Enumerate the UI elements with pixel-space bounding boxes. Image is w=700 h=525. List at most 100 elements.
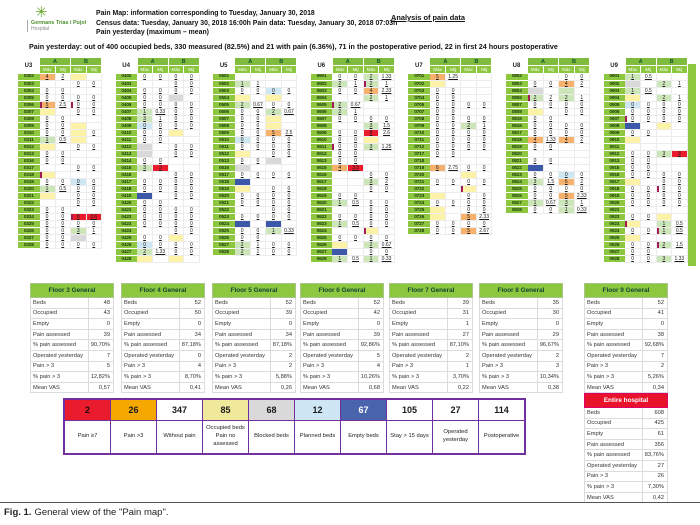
pain-value-link[interactable]: 0 — [631, 186, 634, 192]
pain-value-link[interactable]: 0 — [189, 242, 193, 248]
pain-cell[interactable]: 0 — [332, 234, 349, 242]
pain-value-link[interactable]: 2.33 — [381, 88, 392, 94]
pain-value-link[interactable]: 0 — [143, 130, 146, 136]
pain-cell[interactable]: 0 — [234, 199, 251, 207]
pain-value-link[interactable]: 0 — [482, 137, 486, 143]
pain-cell[interactable]: 0 — [460, 178, 477, 186]
pain-value-link[interactable]: 0 — [76, 186, 80, 192]
pain-value-link[interactable]: 0 — [158, 123, 162, 129]
pain-cell[interactable]: 0 — [152, 157, 169, 165]
pain-value-link[interactable]: 0.33 — [381, 256, 392, 262]
pain-cell[interactable]: 0 — [281, 143, 298, 151]
pain-value-link[interactable]: 0 — [436, 130, 439, 136]
pain-value-link[interactable]: 0 — [61, 228, 65, 234]
pain-cell[interactable]: 0 — [445, 101, 462, 109]
pain-value-link[interactable]: 0 — [240, 144, 244, 150]
pain-value-link[interactable]: 0 — [272, 214, 275, 220]
pain-value-link[interactable]: 3 — [369, 123, 373, 129]
pain-cell[interactable]: 0 — [265, 87, 282, 95]
pain-value-link[interactable]: 1 — [677, 81, 681, 87]
pain-cell[interactable]: 3 — [363, 178, 380, 186]
pain-cell[interactable]: 0 — [332, 150, 349, 158]
pain-value-link[interactable]: 0.5 — [352, 200, 360, 206]
pain-cell[interactable]: 1 — [86, 227, 102, 235]
pain-value-link[interactable]: 0 — [174, 214, 178, 220]
pain-cell[interactable]: 0.67 — [250, 101, 267, 109]
pain-cell[interactable]: 0 — [332, 87, 349, 95]
pain-value-link[interactable]: 0 — [338, 137, 342, 143]
pain-cell[interactable]: 0 — [234, 192, 251, 200]
pain-value-link[interactable]: 5 — [45, 102, 49, 108]
pain-cell[interactable]: 0 — [152, 241, 169, 249]
pain-value-link[interactable]: 1.5 — [547, 179, 555, 185]
pain-value-link[interactable]: 0 — [272, 151, 275, 157]
pain-cell[interactable]: 0 — [656, 192, 673, 200]
pain-cell[interactable]: 0 — [625, 227, 642, 235]
pain-value-link[interactable]: 0 — [287, 137, 291, 143]
pain-cell[interactable]: 0 — [625, 171, 642, 179]
pain-value-link[interactable]: 0 — [533, 116, 537, 122]
pain-value-link[interactable]: 0 — [549, 123, 553, 129]
pain-value-link[interactable]: 0 — [76, 165, 80, 171]
pain-cell[interactable]: 0 — [363, 199, 380, 207]
pain-value-link[interactable]: 0 — [92, 109, 96, 115]
pain-value-link[interactable]: 0 — [61, 151, 65, 157]
pain-value-link[interactable]: 0 — [256, 123, 260, 129]
pain-cell[interactable]: 0 — [152, 136, 169, 144]
pain-value-link[interactable]: 0 — [174, 116, 178, 122]
pain-cell[interactable]: 0 — [429, 122, 446, 130]
pain-cell[interactable]: 1 — [363, 255, 380, 263]
pain-cell[interactable]: 0 — [137, 241, 154, 249]
pain-cell[interactable]: 3 — [671, 150, 688, 158]
pain-value-link[interactable]: 0 — [143, 186, 146, 192]
pain-cell[interactable]: 5 — [429, 73, 446, 81]
pain-value-link[interactable]: 0 — [256, 130, 260, 136]
pain-value-link[interactable]: 0 — [76, 193, 80, 199]
pain-cell[interactable]: 1 — [671, 94, 688, 102]
pain-cell[interactable]: 0 — [363, 115, 380, 123]
pain-cell[interactable]: 0 — [39, 122, 56, 130]
pain-value-link[interactable]: 0 — [61, 158, 65, 164]
pain-cell[interactable]: 0 — [543, 206, 559, 214]
pain-cell[interactable]: 0 — [55, 157, 71, 165]
pain-cell[interactable]: 0 — [281, 248, 298, 256]
pain-cell[interactable]: 0 — [86, 108, 102, 116]
pain-cell[interactable]: 2 — [574, 136, 590, 144]
pain-value-link[interactable]: 0 — [631, 130, 634, 136]
pain-cell[interactable]: 0 — [70, 199, 87, 207]
pain-value-link[interactable]: 0.5 — [59, 137, 67, 143]
pain-cell[interactable]: 0 — [137, 73, 154, 81]
pain-cell[interactable]: 1 — [250, 80, 267, 88]
pain-value-link[interactable]: 0 — [189, 88, 193, 94]
pain-cell[interactable]: 3 — [152, 164, 169, 172]
pain-cell[interactable]: 0 — [152, 185, 169, 193]
pain-value-link[interactable]: 0 — [436, 228, 439, 234]
pain-value-link[interactable]: 0 — [436, 109, 439, 115]
pain-value-link[interactable]: 0 — [482, 102, 486, 108]
pain-value-link[interactable]: 0 — [61, 123, 65, 129]
pain-cell[interactable]: 0 — [55, 227, 71, 235]
pain-cell[interactable]: 1 — [558, 206, 575, 214]
pain-value-link[interactable]: 0 — [631, 228, 634, 234]
pain-cell[interactable]: 0 — [671, 115, 688, 123]
pain-cell[interactable]: 8 — [70, 213, 87, 221]
pain-cell[interactable]: 0 — [445, 129, 462, 137]
pain-cell[interactable]: 0 — [168, 241, 185, 249]
pain-cell[interactable]: 1 — [656, 220, 673, 228]
pain-cell[interactable]: 0 — [527, 101, 544, 109]
pain-value-link[interactable]: 0 — [158, 88, 162, 94]
pain-value-link[interactable]: 0 — [174, 123, 178, 129]
pain-cell[interactable]: 0 — [250, 136, 267, 144]
pain-cell[interactable]: 3 — [656, 150, 673, 158]
pain-value-link[interactable]: 3.6 — [90, 214, 98, 220]
pain-cell[interactable]: 0 — [543, 143, 559, 151]
pain-cell[interactable]: 1.33 — [378, 73, 395, 81]
pain-value-link[interactable]: 0 — [564, 109, 568, 115]
pain-value-link[interactable]: 0 — [92, 144, 96, 150]
pain-cell[interactable]: 0 — [55, 115, 71, 123]
pain-cell[interactable]: 0 — [363, 171, 380, 179]
pain-cell[interactable]: 0 — [527, 192, 544, 200]
pain-cell[interactable]: 0 — [378, 220, 395, 228]
pain-value-link[interactable]: 0 — [369, 235, 373, 241]
pain-cell[interactable]: 2 — [656, 94, 673, 102]
